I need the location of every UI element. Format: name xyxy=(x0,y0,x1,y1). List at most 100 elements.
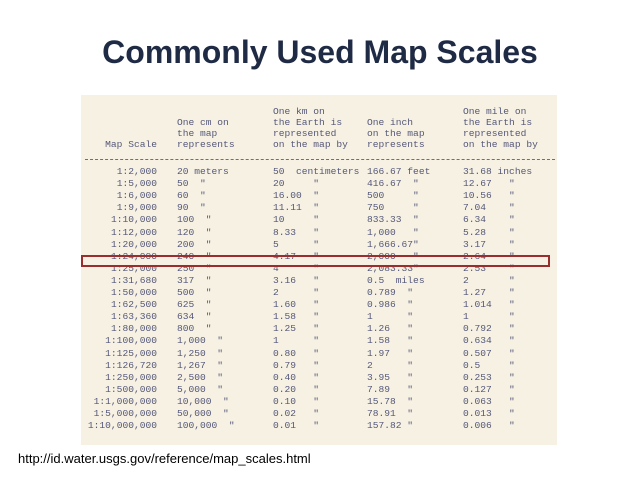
table-cell: 416.67 " xyxy=(367,178,419,190)
table-cell: 50 centimeters xyxy=(273,166,360,177)
table-cell: 0.507 " xyxy=(463,347,515,359)
table-cell: 500 " xyxy=(177,287,212,298)
table-cell: 1 " xyxy=(463,311,515,323)
table-cell: 1:500,000 xyxy=(105,383,157,395)
table-cell: 120 " xyxy=(177,226,212,238)
table-cell: 2.53 " xyxy=(463,262,515,274)
table-cell: 1,000 " xyxy=(177,335,224,347)
table-cell: 6.34 " xyxy=(463,214,515,226)
table-cell: 1,000 " xyxy=(367,226,419,238)
table-cell: 0.063 " xyxy=(463,395,515,407)
table-cell: 800 " xyxy=(177,323,212,335)
header-cell: One km on xyxy=(273,106,325,117)
table-cell: 2,500 " xyxy=(177,371,224,383)
table-cell: 0.20 " xyxy=(273,383,320,395)
header-cell: on the map xyxy=(367,128,425,139)
table-cell: 1:250,000 xyxy=(105,371,157,383)
table-cell: 1 " xyxy=(367,311,414,323)
table-cell: 500 " xyxy=(367,190,419,202)
table-cell: 1.60 " xyxy=(273,299,320,311)
header-cell: represented xyxy=(273,128,337,139)
header-divider xyxy=(85,159,555,160)
table-cell: 0.634 " xyxy=(463,335,515,347)
table-cell: 1 " xyxy=(273,335,320,347)
table-cell: 100,000 " xyxy=(177,420,235,432)
table-cell: 1:63,360 xyxy=(110,311,157,323)
table-cell: 1:125,000 xyxy=(105,347,157,359)
table-cell: 90 " xyxy=(177,202,206,214)
table-cell: 1.58 " xyxy=(367,335,414,347)
table-cell: 1,250 " xyxy=(177,347,224,359)
table-cell: 0.253 " xyxy=(463,371,515,383)
table-cell: 1:31,680 xyxy=(110,274,157,286)
header-cell: One cm on xyxy=(177,117,229,128)
table-cell: 0.792 " xyxy=(463,323,515,335)
table-cell: 5,000 " xyxy=(177,383,224,395)
table-cell: 0.10 " xyxy=(273,395,320,407)
table-cell: 250 " xyxy=(177,262,212,274)
table-cell: 0.006 " xyxy=(463,420,515,432)
map-scales-table-image: One km on One mile on One cm on the Earth i… xyxy=(81,95,557,445)
table-cell: 78.91 " xyxy=(367,408,414,419)
table-cell: 1:9,000 xyxy=(116,202,157,214)
table-cell: 1,267 " xyxy=(177,359,224,371)
source-url[interactable]: http://id.water.usgs.gov/reference/map_s… xyxy=(18,451,311,466)
table-cell: 1:5,000,000 xyxy=(93,408,157,419)
table-cell: 16.00 " xyxy=(273,190,320,202)
table-cell: 5.28 " xyxy=(463,226,515,238)
header-cell: on the map by xyxy=(463,139,538,150)
table-cell: 0.5 miles xyxy=(367,274,425,286)
table-cell: 0.80 " xyxy=(273,347,320,359)
table-cell: 1:50,000 xyxy=(110,287,157,298)
header-cell: represents xyxy=(367,139,425,150)
table-cell: 2 " xyxy=(367,359,414,371)
table-cell: 50 " xyxy=(177,178,206,190)
table-cell: 1:10,000,000 xyxy=(87,420,157,432)
table-cell: 1:20,000 xyxy=(110,238,157,250)
table-cell: 0.40 " xyxy=(273,371,320,383)
header-cell: represented xyxy=(463,128,527,139)
table-cell: 12.67 " xyxy=(463,178,515,190)
table-cell: 7.04 " xyxy=(463,202,515,214)
table-cell: 0.79 " xyxy=(273,359,320,371)
table-cell: 10 " xyxy=(273,214,320,226)
table-cell: 1:62,500 xyxy=(110,299,157,311)
table-cell: 1:100,000 xyxy=(105,335,157,347)
table-cell: 0.02 " xyxy=(273,408,320,419)
table-cell: 1:80,000 xyxy=(110,323,157,335)
table-cell: 0.986 " xyxy=(367,299,414,311)
table-cell: 1:25,000 xyxy=(110,262,157,274)
table-cell: 11.11 " xyxy=(273,202,320,214)
table-cell: 1.25 " xyxy=(273,323,320,335)
table-cell: 4 " xyxy=(273,262,320,274)
table-cell: 20 " xyxy=(273,178,320,190)
table-cell: 7.89 " xyxy=(367,383,414,395)
table-cell: 50,000 " xyxy=(177,408,229,419)
table-cell: 1.26 " xyxy=(367,323,414,335)
table-cell: 5 " xyxy=(273,238,320,250)
table-cell: 1:6,000 xyxy=(116,190,157,202)
table-cell: 1.58 " xyxy=(273,311,320,323)
header-cell: represents xyxy=(177,139,235,150)
table-cell: 200 " xyxy=(177,238,212,250)
table-cell: 0.5 " xyxy=(463,359,515,371)
table-cell: 1.014 " xyxy=(463,299,515,311)
header-cell: on the map by xyxy=(273,139,348,150)
header-cell: One mile on xyxy=(463,106,527,117)
table-cell: 3.17 " xyxy=(463,238,515,250)
table-cell: 100 " xyxy=(177,214,212,226)
table-cell: 833.33 " xyxy=(367,214,419,226)
table-cell: 10.56 " xyxy=(463,190,515,202)
table-cell: 20 meters xyxy=(177,166,229,177)
table-cell: 1.97 " xyxy=(367,347,414,359)
table-cell: 2,083.33" xyxy=(367,262,419,274)
slide-title: Commonly Used Map Scales xyxy=(102,34,538,70)
table-cell: 1:12,000 xyxy=(110,226,157,238)
table-cell: 1,666.67" xyxy=(367,238,419,250)
highlight-box-1-24000 xyxy=(81,255,550,267)
table-cell: 157.82 " xyxy=(367,420,414,432)
table-cell: 10,000 " xyxy=(177,395,229,407)
table-cell: 0.127 " xyxy=(463,383,515,395)
table-cell: 625 " xyxy=(177,299,212,311)
table-cell: 1:5,000 xyxy=(116,178,157,190)
